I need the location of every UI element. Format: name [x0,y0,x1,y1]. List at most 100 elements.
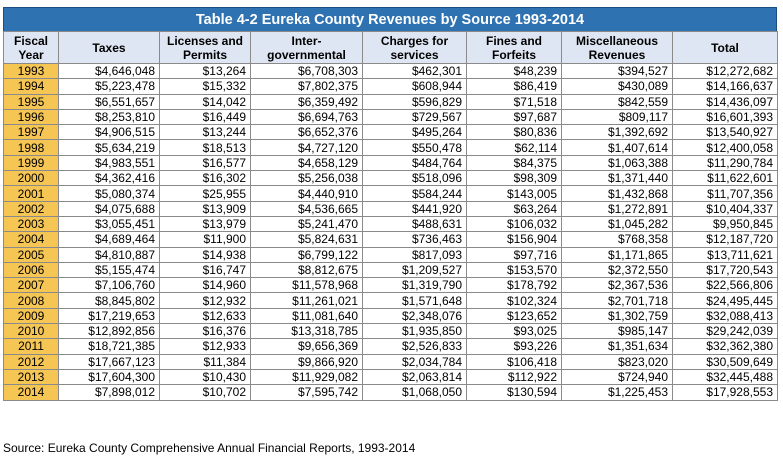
licenses-cell: $13,244 [159,124,251,141]
table-title: Table 4-2 Eureka County Revenues by Sour… [3,7,777,31]
charges-cell: $488,631 [362,215,467,233]
total-cell: $14,436,097 [672,93,778,110]
intergovernmental-cell: $4,727,120 [250,139,363,156]
taxes-cell: $18,721,385 [58,338,160,355]
total-cell: $17,928,553 [672,384,778,401]
total-cell: $11,290,784 [672,154,778,172]
header-taxes: Taxes [58,31,160,64]
fiscal-year-cell: 2000 [3,170,59,187]
intergovernmental-cell: $11,261,021 [250,292,363,309]
table-row: 2010 $12,892,856 $16,376 $13,318,785 $1,935,… [3,323,778,340]
charges-cell: $596,829 [362,93,467,110]
fines-cell: $112,922 [466,368,562,386]
fiscal-year-cell: 1998 [3,139,59,156]
taxes-cell: $8,253,810 [58,108,160,126]
intergovernmental-cell: $7,595,742 [250,384,363,401]
fiscal-year-cell: 2002 [3,200,59,217]
table-row: 1994 $5,223,478 $15,332 $7,802,375 $608,944 $… [3,78,778,95]
revenue-table-container: Table 4-2 Eureka County Revenues by Sour… [3,7,778,401]
licenses-cell: $16,747 [159,261,251,279]
miscellaneous-cell: $1,371,440 [561,170,673,187]
table-row: 2007 $7,106,760 $14,960 $11,578,968 $1,319,7… [3,277,778,294]
table-row: 2004 $4,689,464 $11,900 $5,824,631 $736,463 $… [3,231,778,248]
licenses-cell: $15,332 [159,78,251,95]
table-row: 2006 $5,155,474 $16,747 $8,812,675 $1,209,52… [3,261,778,279]
licenses-cell: $13,264 [159,62,251,80]
header-fiscal-year: Fiscal Year [3,31,59,64]
fiscal-year-cell: 2008 [3,292,59,309]
licenses-cell: $12,932 [159,292,251,309]
fines-cell: $123,652 [466,307,562,325]
header-intergovernmental: Inter-governmental [250,31,363,64]
taxes-cell: $4,075,688 [58,200,160,217]
taxes-cell: $6,551,657 [58,93,160,110]
fines-cell: $143,005 [466,185,562,202]
header-fines: Fines and Forfeits [466,31,562,64]
licenses-cell: $13,979 [159,215,251,233]
licenses-cell: $14,938 [159,246,251,263]
table-row: 2011 $18,721,385 $12,933 $9,656,369 $2,526,8… [3,338,778,355]
taxes-cell: $17,667,123 [58,353,160,370]
taxes-cell: $4,362,416 [58,170,160,187]
miscellaneous-cell: $1,432,868 [561,185,673,202]
taxes-cell: $5,634,219 [58,139,160,156]
miscellaneous-cell: $1,063,388 [561,154,673,172]
licenses-cell: $25,955 [159,185,251,202]
miscellaneous-cell: $842,559 [561,93,673,110]
fines-cell: $86,419 [466,78,562,95]
miscellaneous-cell: $1,171,865 [561,246,673,263]
intergovernmental-cell: $6,359,492 [250,93,363,110]
table-row: 2000 $4,362,416 $16,302 $5,256,038 $518,096 $… [3,170,778,187]
fines-cell: $153,570 [466,261,562,279]
total-cell: $12,400,058 [672,139,778,156]
fines-cell: $48,239 [466,62,562,80]
charges-cell: $518,096 [362,170,467,187]
table-row: 1997 $4,906,515 $13,244 $6,652,376 $495,264 $… [3,124,778,141]
taxes-cell: $4,646,048 [58,62,160,80]
licenses-cell: $16,376 [159,323,251,340]
intergovernmental-cell: $11,081,640 [250,307,363,325]
fines-cell: $97,716 [466,246,562,263]
intergovernmental-cell: $8,812,675 [250,261,363,279]
total-cell: $17,720,543 [672,261,778,279]
total-cell: $12,187,720 [672,231,778,248]
licenses-cell: $10,702 [159,384,251,401]
intergovernmental-cell: $7,802,375 [250,78,363,95]
total-cell: $16,601,393 [672,108,778,126]
fines-cell: $178,792 [466,277,562,294]
intergovernmental-cell: $5,256,038 [250,170,363,187]
table-row: 1999 $4,983,551 $16,577 $4,658,129 $484,764 $… [3,154,778,172]
table-row: 1998 $5,634,219 $18,513 $4,727,120 $550,478 $… [3,139,778,156]
table-row: 2012 $17,667,123 $11,384 $9,866,920 $2,034,7… [3,353,778,370]
fiscal-year-cell: 2014 [3,384,59,401]
fiscal-year-cell: 2013 [3,368,59,386]
licenses-cell: $12,633 [159,307,251,325]
fines-cell: $156,904 [466,231,562,248]
table-row: 2009 $17,219,653 $12,633 $11,081,640 $2,348,… [3,307,778,325]
table-row: 1996 $8,253,810 $16,449 $6,694,763 $729,567 $… [3,108,778,126]
fines-cell: $63,264 [466,200,562,217]
licenses-cell: $10,430 [159,368,251,386]
taxes-cell: $12,892,856 [58,323,160,340]
fiscal-year-cell: 2001 [3,185,59,202]
fines-cell: $106,032 [466,215,562,233]
fiscal-year-cell: 2009 [3,307,59,325]
table-row: 2013 $17,604,300 $10,430 $11,929,082 $2,063,… [3,368,778,386]
fines-cell: $62,114 [466,139,562,156]
taxes-cell: $5,223,478 [58,78,160,95]
table-row: 2014 $7,898,012 $10,702 $7,595,742 $1,068,05… [3,384,778,401]
intergovernmental-cell: $6,652,376 [250,124,363,141]
miscellaneous-cell: $1,392,692 [561,124,673,141]
fiscal-year-cell: 2006 [3,261,59,279]
miscellaneous-cell: $2,367,536 [561,277,673,294]
charges-cell: $2,526,833 [362,338,467,355]
taxes-cell: $3,055,451 [58,215,160,233]
intergovernmental-cell: $9,656,369 [250,338,363,355]
intergovernmental-cell: $5,241,470 [250,215,363,233]
fines-cell: $80,836 [466,124,562,141]
miscellaneous-cell: $823,020 [561,353,673,370]
miscellaneous-cell: $1,045,282 [561,215,673,233]
total-cell: $29,242,039 [672,323,778,340]
licenses-cell: $16,302 [159,170,251,187]
revenue-table: Fiscal Year Taxes Licenses and Permits Int… [3,31,778,401]
